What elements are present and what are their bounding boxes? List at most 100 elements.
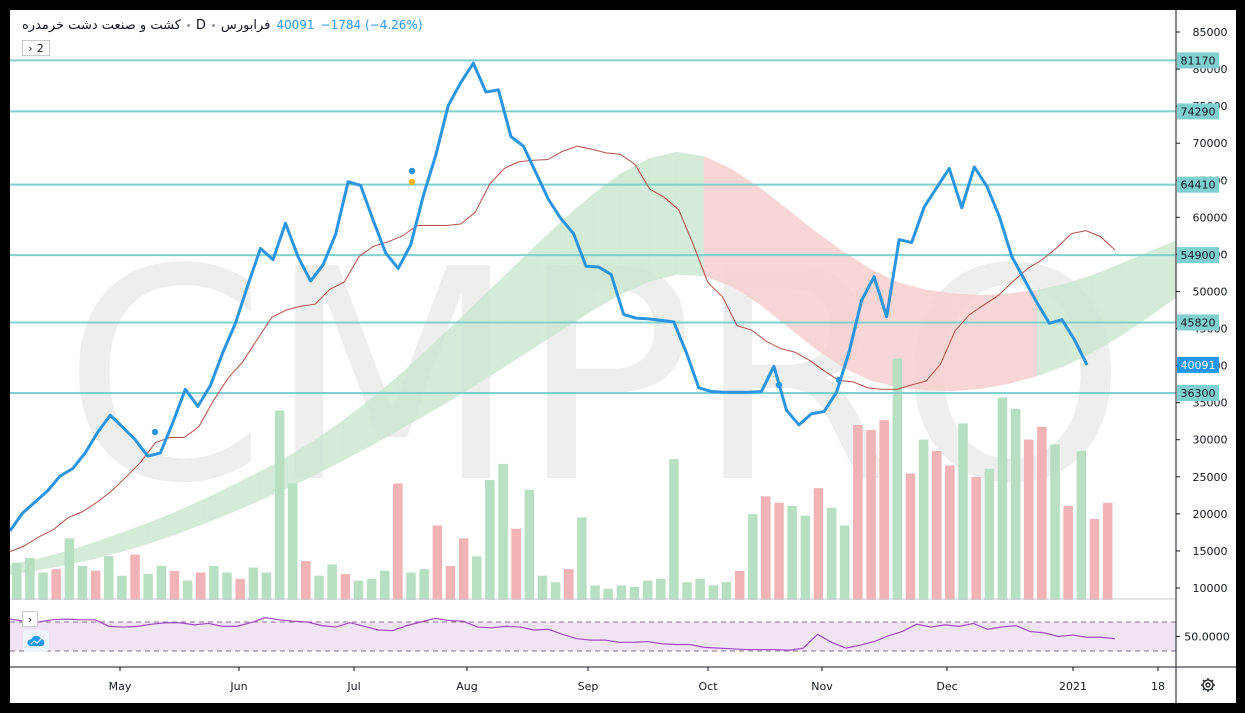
volume-bar <box>1037 426 1047 600</box>
volume-bar <box>366 578 377 600</box>
volume-bar <box>1089 519 1100 600</box>
indicators-toggle-button[interactable]: › 2 <box>22 40 50 56</box>
time-axis[interactable]: May Jun Jul Aug Sep Oct Nov Dec 2021 18 <box>10 666 1236 693</box>
level-label[interactable]: 74290 <box>1181 105 1216 118</box>
level-label[interactable]: 54900 <box>1181 249 1216 262</box>
cloud-shape-icon <box>27 635 45 646</box>
volume-bar <box>853 425 863 600</box>
time-tick-label[interactable]: 2021 <box>1059 680 1087 693</box>
volume-bar <box>458 538 469 600</box>
cloud-segment <box>953 293 982 392</box>
volume-bar <box>235 578 245 600</box>
time-tick-label[interactable]: 18 <box>1151 680 1165 693</box>
cloud-segment <box>703 156 733 287</box>
volume-bar <box>932 451 942 600</box>
volume-bar <box>1102 502 1113 600</box>
last-price-label: 40091 <box>1181 359 1216 372</box>
time-tick-label[interactable]: Sep <box>578 680 599 693</box>
chart-area[interactable]: CMPRO 8500080000750007000065000600005500… <box>10 10 1236 703</box>
time-tick-label[interactable]: Jul <box>346 680 360 693</box>
volume-bar <box>918 439 929 600</box>
cloud-segment <box>1147 240 1177 318</box>
volume-bar <box>879 420 889 600</box>
time-tick-label[interactable]: Nov <box>811 680 833 693</box>
volume-bar <box>787 506 797 600</box>
rsi-band <box>10 622 1176 651</box>
volume-bar <box>813 488 824 600</box>
cloud-logo-icon[interactable] <box>23 630 49 652</box>
time-tick-label[interactable]: May <box>109 680 132 693</box>
volume-bar <box>590 585 600 600</box>
symbol-legend[interactable]: کشت و صنعت دشت خرمدره D فرابورس 40091 −1… <box>22 16 423 34</box>
event-markers[interactable] <box>151 167 843 436</box>
volume-bar <box>196 572 206 600</box>
volume-bar <box>721 582 732 600</box>
level-label-bg[interactable] <box>1177 314 1219 331</box>
level-label[interactable]: 45820 <box>1181 316 1216 329</box>
volume-bar <box>432 525 443 600</box>
volume-bar <box>564 569 574 600</box>
interval[interactable]: D <box>195 17 206 33</box>
cloud-segment <box>620 158 649 295</box>
level-label[interactable]: 36300 <box>1181 387 1216 400</box>
level-label-bg[interactable] <box>1177 176 1219 193</box>
level-label[interactable]: 81170 <box>1181 54 1216 67</box>
time-tick-label[interactable]: Jun <box>229 680 247 693</box>
volume-bar <box>156 566 167 600</box>
cloud-segment <box>1036 283 1066 377</box>
volume-bar <box>1063 506 1073 600</box>
event-marker[interactable] <box>408 167 416 175</box>
level-label[interactable]: 64410 <box>1181 179 1216 192</box>
baseline-polyline <box>10 145 1116 553</box>
rsi-toggle-button[interactable]: › <box>22 611 38 627</box>
cloud-segment <box>648 151 677 283</box>
time-tick-label[interactable]: Dec <box>936 680 957 693</box>
volume-bar <box>1076 451 1087 600</box>
baseline-line <box>10 145 1116 553</box>
volume-bar <box>958 423 968 600</box>
event-marker[interactable] <box>775 381 783 389</box>
volume-bar <box>892 358 903 600</box>
chart-svg[interactable]: CMPRO 8500080000750007000065000600005500… <box>10 10 1236 703</box>
level-label-bg[interactable] <box>1177 247 1219 264</box>
volume-bar <box>616 585 627 600</box>
level-label-bg[interactable] <box>1177 52 1219 69</box>
time-tick-label[interactable]: Oct <box>698 680 718 693</box>
volume-bar <box>1024 439 1034 600</box>
volume-bar <box>629 587 640 600</box>
legend-dot-icon <box>186 23 190 27</box>
gear-icon <box>1201 678 1215 692</box>
volume-bar <box>209 566 219 600</box>
event-marker[interactable] <box>835 376 843 384</box>
volume-bar <box>274 410 285 600</box>
volume-bar <box>12 562 22 600</box>
volume-bar <box>77 566 88 600</box>
settings-button[interactable] <box>1197 674 1219 696</box>
volume-bar <box>498 463 508 600</box>
volume-bar <box>774 502 784 600</box>
volume-bar <box>327 564 337 600</box>
level-label-bg[interactable] <box>1177 103 1219 120</box>
price-line <box>10 61 1089 532</box>
time-tick-label[interactable]: Aug <box>456 680 477 693</box>
volume-bar <box>288 483 298 600</box>
price-tick-label: 85000 <box>1193 26 1228 39</box>
price-tick-label: 60000 <box>1193 211 1228 224</box>
cloud-segment <box>564 193 594 329</box>
price-tick-label: 70000 <box>1193 137 1228 150</box>
volume-bar <box>485 480 495 600</box>
price-axis[interactable]: 8500080000750007000065000600005500050000… <box>1175 10 1236 703</box>
volume-bar <box>406 572 416 600</box>
volume-bar <box>656 578 666 600</box>
event-marker[interactable] <box>408 178 416 186</box>
event-marker[interactable] <box>151 428 159 436</box>
volume-bar <box>393 483 403 600</box>
volume-bar <box>353 580 364 600</box>
volume-bar <box>445 566 456 600</box>
cloud-segment <box>759 187 788 327</box>
cloud-segment <box>898 282 927 391</box>
volume-bar <box>840 525 850 600</box>
cloud-segment <box>37 551 66 571</box>
level-label-bg[interactable] <box>1177 385 1219 402</box>
symbol-name[interactable]: کشت و صنعت دشت خرمدره <box>22 17 181 33</box>
